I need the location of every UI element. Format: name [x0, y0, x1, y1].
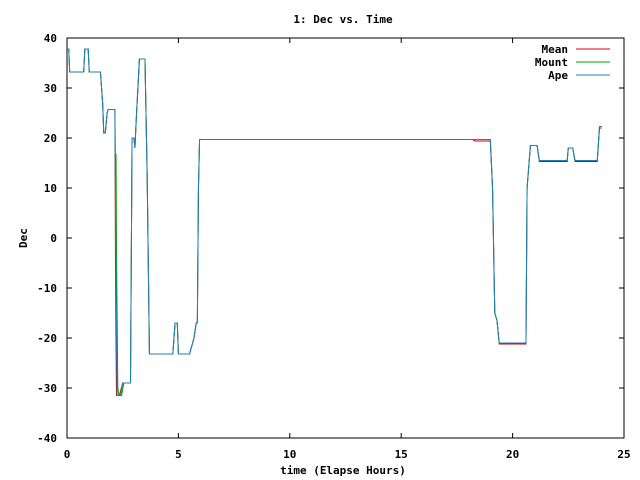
legend-label-ape: Ape	[548, 69, 568, 82]
chart-title: 1: Dec vs. Time	[293, 13, 393, 26]
y-tick-label: 30	[44, 82, 57, 95]
series-lines	[67, 48, 602, 396]
axis-ticks: -40 -30 -20 -10 0 10 20 30 40 0 5 10 15 20 25	[37, 32, 631, 461]
y-tick-label: 10	[44, 182, 57, 195]
x-tick-label: 10	[283, 448, 296, 461]
series-line-mean	[67, 48, 602, 396]
x-tick-label: 5	[175, 448, 182, 461]
y-axis-label: Dec	[17, 228, 30, 248]
x-tick-label: 15	[395, 448, 408, 461]
x-tick-label: 20	[506, 448, 519, 461]
legend-label-mount: Mount	[535, 56, 568, 69]
x-axis-label: time (Elapse Hours)	[280, 464, 406, 477]
x-tick-label: 25	[617, 448, 630, 461]
y-tick-label: -10	[37, 282, 57, 295]
plot-frame	[66, 37, 625, 439]
y-tick-label: 40	[44, 32, 57, 45]
y-tick-label: 0	[50, 232, 57, 245]
x-tick-label: 0	[64, 448, 71, 461]
legend-label-mean: Mean	[542, 43, 569, 56]
y-tick-label: 20	[44, 132, 57, 145]
y-tick-label: -20	[37, 332, 57, 345]
series-line-ape	[67, 48, 602, 396]
y-tick-label: -30	[37, 382, 57, 395]
y-tick-label: -40	[37, 432, 57, 445]
